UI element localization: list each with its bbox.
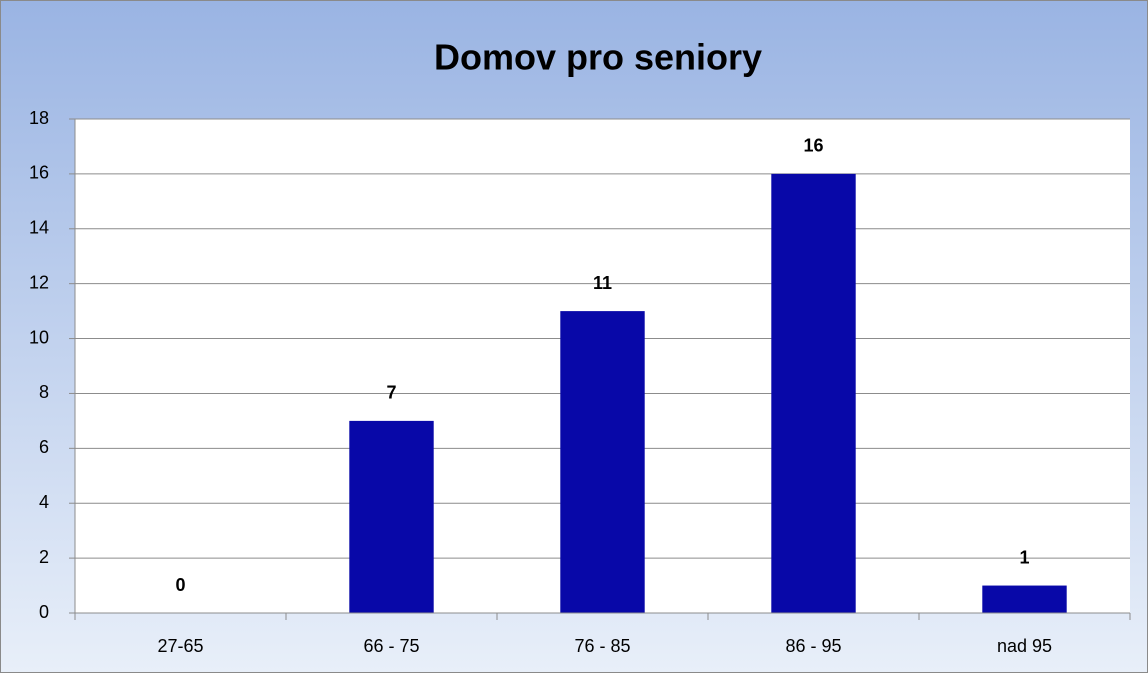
bar [771, 173, 856, 613]
y-tick-label: 8 [39, 382, 49, 402]
y-tick-label: 18 [29, 108, 49, 128]
value-label: 11 [593, 273, 612, 293]
value-label: 0 [175, 575, 185, 595]
y-tick-label: 16 [29, 163, 49, 183]
value-label: 1 [1019, 547, 1029, 567]
y-tick-label: 14 [29, 218, 49, 238]
y-tick-label: 4 [39, 492, 49, 512]
x-tick-label: 27-65 [157, 636, 203, 656]
x-tick-label: nad 95 [997, 636, 1052, 656]
bar [349, 420, 434, 613]
value-label: 7 [386, 383, 396, 403]
bar [982, 585, 1067, 613]
x-tick-label: 66 - 75 [363, 636, 419, 656]
y-tick-label: 12 [29, 272, 49, 292]
value-label: 16 [803, 136, 823, 156]
bar [560, 311, 645, 613]
y-tick-label: 2 [39, 547, 49, 567]
chart-title: Domov pro seniory [434, 37, 762, 78]
y-tick-label: 6 [39, 437, 49, 457]
x-tick-label: 76 - 85 [574, 636, 630, 656]
y-tick-label: 0 [39, 602, 49, 622]
y-tick-label: 10 [29, 327, 49, 347]
x-tick-label: 86 - 95 [785, 636, 841, 656]
